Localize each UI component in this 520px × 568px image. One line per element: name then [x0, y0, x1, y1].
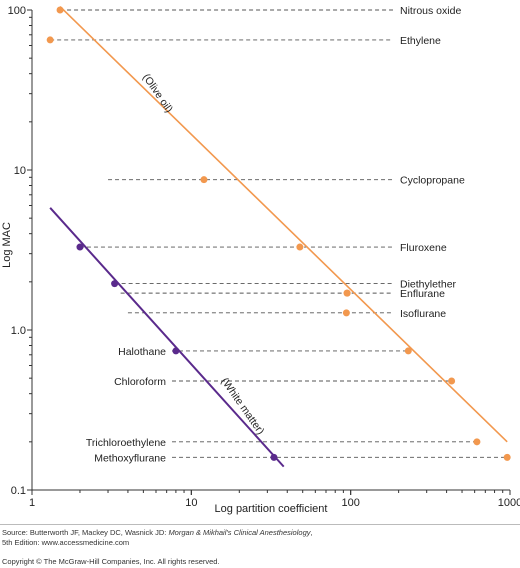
- point-label: Diethylether: [400, 279, 457, 291]
- data-point: [448, 377, 456, 385]
- y-axis-title: Log MAC: [1, 222, 13, 268]
- point-label: Cyclopropane: [400, 175, 465, 187]
- chart-axes: 1 10 100 1000 0.1 1.0 10 100: [8, 5, 520, 509]
- x-tick-label: 100: [341, 497, 359, 509]
- footer-edition: 5th Edition: www.accessmedicine.com: [2, 538, 130, 547]
- x-tick-label: 1: [29, 497, 35, 509]
- data-point: [111, 280, 119, 288]
- data-point: [343, 289, 351, 297]
- point-label: Nitrous oxide: [400, 5, 461, 17]
- series-label-olive-oil: (Olive oil): [140, 72, 175, 115]
- x-axis-title: Log partition coefficient: [215, 503, 328, 515]
- y-tick-label: 100: [8, 5, 26, 17]
- point-label: Chloroform: [114, 376, 166, 388]
- point-label: Trichloroethylene: [86, 437, 166, 449]
- data-point: [200, 176, 208, 184]
- point-label: Methoxyflurane: [94, 452, 166, 464]
- footer-copyright: Copyright © The McGraw-Hill Companies, I…: [2, 557, 220, 566]
- series-line: [59, 6, 508, 443]
- series-lines: [49, 6, 508, 468]
- leader-lines: [50, 9, 508, 458]
- data-point: [46, 36, 54, 44]
- point-label: Ethylene: [400, 35, 441, 47]
- series-label-white-matter: (White matter): [218, 376, 266, 437]
- point-label: Enflurane: [400, 288, 445, 300]
- data-point: [296, 243, 304, 251]
- data-point: [342, 309, 350, 317]
- data-point: [270, 453, 278, 461]
- log-mac-chart: 1 10 100 1000 0.1 1.0 10 100 Nitrous oxide Ethyl…: [1, 5, 520, 515]
- data-points: [46, 6, 511, 461]
- data-point: [503, 453, 511, 461]
- point-labels: Nitrous oxide Ethylene Cyclopropane Fluroxe…: [86, 5, 465, 464]
- point-label: Fluroxene: [400, 242, 447, 254]
- data-point: [473, 438, 481, 446]
- point-label: Halothane: [118, 346, 166, 358]
- y-tick-label: 1.0: [11, 325, 26, 337]
- series-line: [49, 207, 285, 468]
- y-tick-label: 10: [14, 165, 26, 177]
- x-tick-label: 1000: [498, 497, 520, 509]
- footer-source: Source: Butterworth JF, Mackey DC, Wasni…: [2, 528, 313, 537]
- data-point: [404, 347, 412, 355]
- data-point: [56, 6, 64, 14]
- footer-divider: [0, 524, 520, 525]
- data-point: [172, 347, 180, 355]
- point-label: Isoflurane: [400, 308, 446, 320]
- y-tick-label: 0.1: [11, 485, 26, 497]
- x-tick-label: 10: [185, 497, 197, 509]
- data-point: [76, 243, 84, 251]
